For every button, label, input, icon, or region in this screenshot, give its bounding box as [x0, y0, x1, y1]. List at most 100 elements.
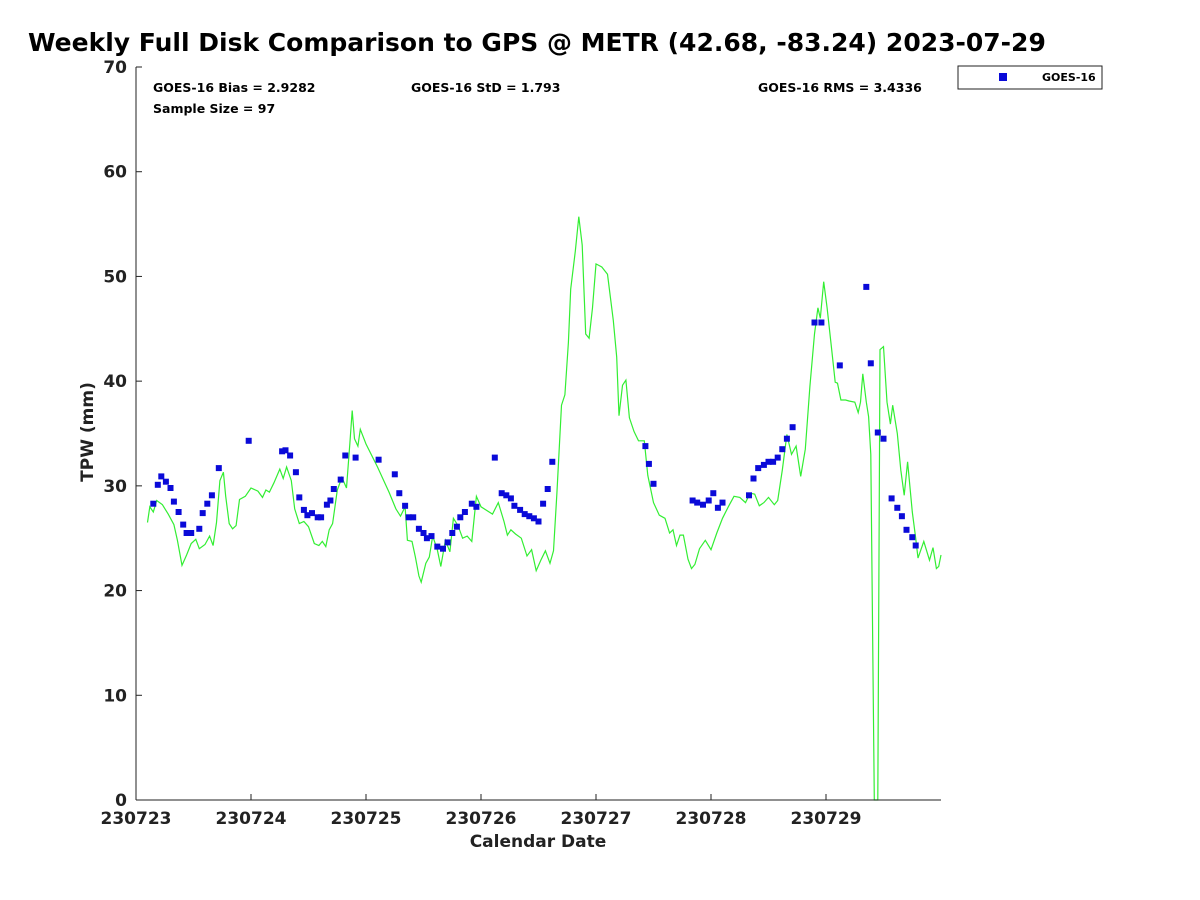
goes-point — [755, 465, 762, 472]
goes-point — [503, 492, 510, 499]
goes-point — [491, 454, 498, 461]
goes-point — [468, 500, 475, 507]
goes-point — [292, 469, 299, 476]
goes-point — [894, 504, 901, 511]
goes-point — [327, 497, 334, 504]
goes-point — [428, 533, 435, 540]
goes-point — [188, 530, 195, 536]
chart-title: Weekly Full Disk Comparison to GPS @ MET… — [28, 28, 1046, 57]
goes-point — [215, 465, 222, 472]
goes-point — [309, 510, 315, 517]
goes-point — [405, 514, 412, 521]
goes-point — [549, 458, 556, 465]
goes-point — [434, 543, 441, 550]
legend: GOES-16 — [957, 65, 1103, 90]
goes-point — [770, 458, 777, 465]
goes-point — [765, 458, 772, 465]
goes-point — [544, 486, 551, 492]
goes-point — [461, 509, 468, 515]
goes-point — [158, 473, 165, 480]
goes-series — [150, 283, 919, 552]
goes-point — [760, 461, 767, 468]
goes-point — [208, 492, 215, 499]
goes-point — [888, 495, 895, 502]
goes-point — [783, 435, 790, 442]
goes-point — [391, 471, 398, 478]
goes-point — [199, 510, 206, 517]
x-tick-label: 230726 — [446, 809, 517, 829]
goes-point — [304, 512, 311, 519]
goes-point — [689, 497, 696, 504]
goes-point — [530, 515, 537, 522]
legend-marker-goes — [999, 73, 1007, 81]
goes-point — [774, 454, 781, 461]
goes-point — [903, 526, 910, 533]
goes-point — [314, 514, 321, 521]
goes-point — [526, 513, 533, 520]
goes-point — [444, 539, 451, 546]
goes-point — [457, 514, 464, 521]
goes-point — [196, 525, 203, 532]
goes-point — [318, 514, 325, 521]
tick-labels: 0 10 20 30 40 50 60 70 230723 230724 230725 230726 2… — [101, 58, 862, 829]
legend-label-goes: GOES-16 — [1042, 71, 1096, 84]
goes-point — [473, 503, 480, 510]
goes-point — [909, 534, 916, 541]
legend-box — [957, 65, 1103, 90]
goes-point — [642, 443, 649, 450]
goes-point — [789, 424, 796, 431]
goes-point — [714, 504, 721, 511]
goes-point — [154, 481, 161, 488]
y-axis-label: TPW (mm) — [78, 382, 98, 482]
goes-point — [330, 486, 337, 492]
goes-point — [535, 518, 542, 525]
goes-point — [705, 497, 712, 504]
goes-point — [811, 319, 818, 326]
goes-point — [700, 501, 706, 508]
goes-point — [710, 490, 717, 497]
x-tick-label: 230724 — [216, 809, 287, 829]
goes-point — [245, 437, 252, 444]
x-tick-label: 230727 — [561, 809, 632, 829]
goes-point — [296, 494, 303, 501]
goes-point — [323, 501, 330, 508]
goes-point — [521, 511, 528, 518]
goes-point — [282, 447, 289, 454]
goes-point — [719, 499, 726, 506]
goes-point — [183, 530, 190, 536]
goes-point — [507, 495, 514, 502]
goes-point — [175, 509, 182, 515]
y-tick-label: 20 — [103, 582, 127, 602]
goes-point — [170, 498, 177, 505]
goes-point — [279, 448, 286, 455]
x-tick-label: 230728 — [676, 809, 747, 829]
goes-point — [746, 492, 752, 499]
goes-point — [415, 525, 422, 532]
goes-point — [420, 530, 427, 536]
goes-point — [779, 446, 786, 453]
goes-point — [540, 500, 547, 507]
y-tick-label: 0 — [115, 791, 127, 811]
goes-point — [818, 319, 825, 326]
goes-point — [375, 456, 382, 463]
goes-point — [300, 506, 307, 513]
goes-point — [867, 360, 874, 367]
goes-point — [167, 485, 174, 491]
goes-point — [150, 500, 157, 507]
goes-point — [337, 476, 344, 483]
goes-point — [423, 535, 430, 542]
bias-stat: GOES-16 Bias = 2.9282 — [153, 80, 315, 95]
y-tick-label: 60 — [103, 163, 127, 183]
y-tick-label: 50 — [103, 267, 127, 287]
goes-point — [517, 506, 524, 513]
goes-point — [204, 500, 211, 507]
goes-point — [836, 362, 843, 369]
gps-line — [146, 216, 942, 801]
goes-point — [410, 514, 417, 521]
goes-point — [650, 480, 657, 487]
goes-point — [511, 502, 518, 509]
x-tick-label: 230729 — [791, 809, 862, 829]
goes-point — [396, 490, 403, 497]
goes-point — [694, 499, 701, 506]
